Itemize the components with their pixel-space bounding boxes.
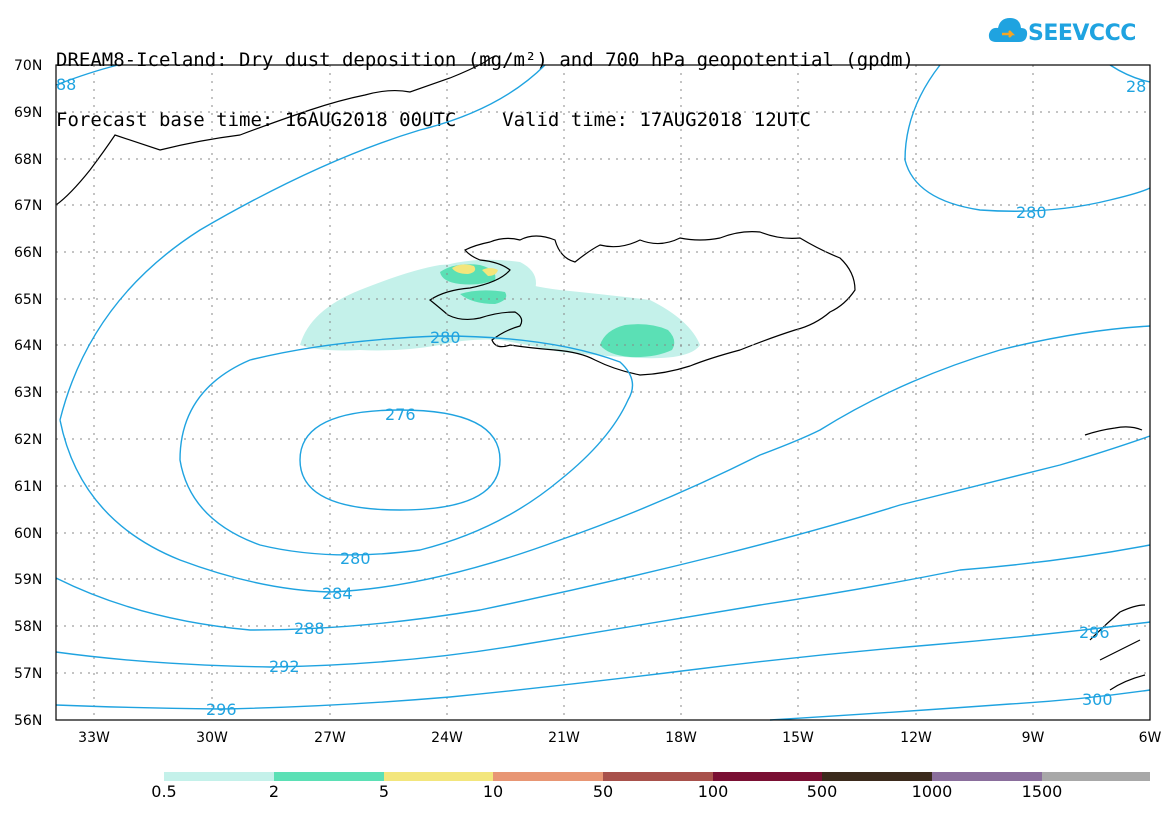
colorbar-label: 2 <box>268 782 280 801</box>
map-frame <box>55 64 1151 721</box>
colorbar-label: 0.5 <box>151 782 177 801</box>
seevccc-logo: SEEVCCC <box>988 14 1138 54</box>
dust-region-medium-3 <box>460 290 507 304</box>
lon-label: 12W <box>900 730 932 746</box>
lon-label: 18W <box>665 730 697 746</box>
lat-label: 62N <box>14 432 42 448</box>
contour-276 <box>299 409 501 511</box>
logo-text: SEEVCCC <box>1028 21 1136 46</box>
contour-280-ne <box>904 64 1151 212</box>
colorbar-label: 100 <box>697 782 729 801</box>
lon-label: 30W <box>196 730 228 746</box>
contour-288-nw <box>55 64 119 86</box>
contour-label: 280 <box>340 549 371 568</box>
lat-label: 57N <box>14 666 42 682</box>
dust-region-medium-1 <box>600 324 675 358</box>
contour-292 <box>55 544 1151 668</box>
colorbar-label: 5 <box>378 782 390 801</box>
contour-label: 300 <box>1082 690 1113 709</box>
contour-label: 288 <box>294 619 325 638</box>
colorbar-swatch <box>164 772 274 781</box>
contour-284 <box>59 64 1151 593</box>
geopotential-contours <box>55 64 1151 721</box>
lat-label: 59N <box>14 572 42 588</box>
lat-label: 68N <box>14 152 42 168</box>
lon-label: 27W <box>314 730 346 746</box>
lon-label: 24W <box>431 730 463 746</box>
lat-label: 70N <box>14 58 42 74</box>
colorbar-swatch <box>822 772 932 781</box>
colorbar-swatch <box>603 772 713 781</box>
lat-label: 61N <box>14 479 42 495</box>
colorbar-swatch <box>1042 772 1150 781</box>
title-line-2: Forecast base time: 16AUG2018 00UTC Vali… <box>56 110 914 130</box>
iceland-coast <box>428 231 856 376</box>
lat-label: 63N <box>14 385 42 401</box>
contour-label: 284 <box>322 584 353 603</box>
contour-288 <box>55 435 1151 631</box>
dust-region-yellow-2 <box>482 268 498 276</box>
lon-label: 21W <box>548 730 580 746</box>
colorbar <box>164 772 1150 781</box>
lat-label: 64N <box>14 338 42 354</box>
lat-label: 56N <box>14 713 42 729</box>
contour-28-ne <box>1109 64 1151 83</box>
contour-label: 280 <box>1016 203 1047 222</box>
valid-time-label: Valid time: 17AUG2018 12UTC <box>502 109 811 131</box>
colorbar-swatch <box>274 772 384 781</box>
colorbar-swatch <box>713 772 822 781</box>
colorbar-label: 500 <box>806 782 838 801</box>
coastlines <box>55 55 1146 691</box>
lat-label: 65N <box>14 292 42 308</box>
colorbar-label: 10 <box>482 782 504 801</box>
longitude-labels: 33W 30W 27W 24W 21W 18W 15W 12W 9W 6W <box>78 730 1161 746</box>
dust-region-light <box>300 264 700 359</box>
contour-label: 292 <box>269 657 300 676</box>
lat-label: 60N <box>14 526 42 542</box>
contour-296 <box>55 621 1151 710</box>
contour-label: 88 <box>56 75 76 94</box>
lon-label: 33W <box>78 730 110 746</box>
contour-280-inner <box>179 335 634 556</box>
lat-label: 58N <box>14 619 42 635</box>
colorbar-label: 50 <box>592 782 614 801</box>
colorbar-label: 1500 <box>1021 782 1063 801</box>
lat-label: 69N <box>14 105 42 121</box>
colorbar-swatch <box>384 772 493 781</box>
latitude-labels: 70N 69N 68N 67N 66N 65N 64N 63N 62N 61N … <box>14 58 42 729</box>
graticule <box>56 65 1150 720</box>
lon-label: 6W <box>1139 730 1162 746</box>
contour-label: 280 <box>430 328 461 347</box>
contour-300 <box>769 689 1151 721</box>
lat-label: 66N <box>14 245 42 261</box>
cloud-logo-icon <box>988 18 1028 42</box>
lon-label: 15W <box>782 730 814 746</box>
dust-region-yellow <box>452 264 476 274</box>
contour-label: 28 <box>1126 77 1146 96</box>
scotland-coast <box>1089 604 1146 691</box>
scandinavia-coast <box>1084 426 1143 436</box>
dust-shading <box>300 259 700 359</box>
contour-labels: 88 28 280 280 276 280 284 288 292 296 29… <box>56 75 1146 719</box>
colorbar-swatch <box>932 772 1042 781</box>
contour-label: 296 <box>1079 623 1110 642</box>
contour-label: 296 <box>206 700 237 719</box>
greenland-coast <box>55 55 496 206</box>
base-time-label: Forecast base time: 16AUG2018 00UTC <box>56 109 457 131</box>
colorbar-swatch <box>493 772 603 781</box>
lon-label: 9W <box>1022 730 1045 746</box>
colorbar-label: 1000 <box>911 782 953 801</box>
lat-label: 67N <box>14 198 42 214</box>
contour-label: 276 <box>385 405 416 424</box>
